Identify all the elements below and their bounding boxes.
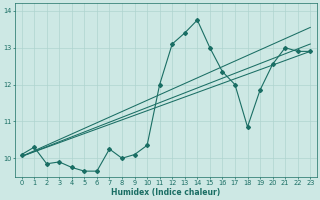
X-axis label: Humidex (Indice chaleur): Humidex (Indice chaleur) bbox=[111, 188, 220, 197]
